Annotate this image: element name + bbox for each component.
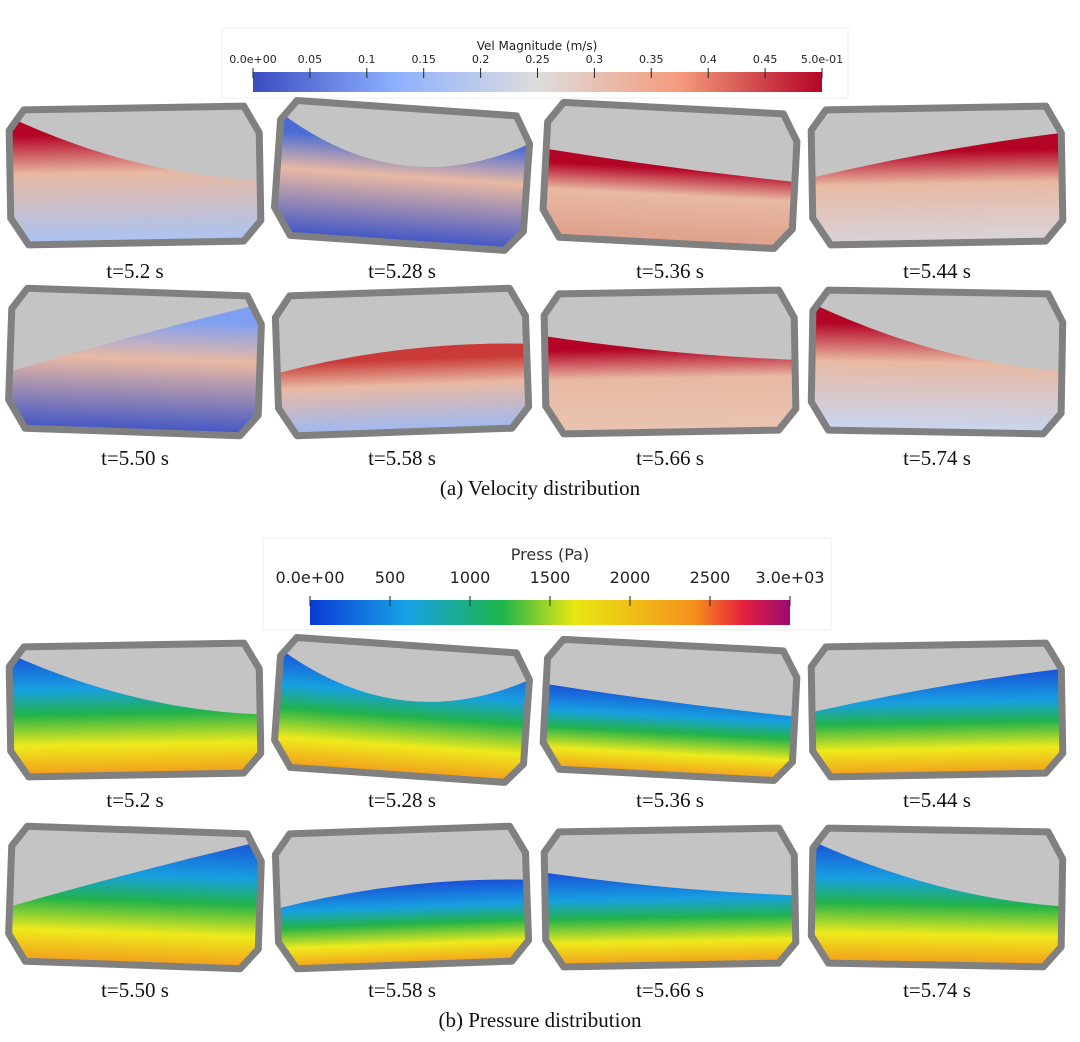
tank-snapshot <box>271 822 533 973</box>
fluid <box>541 148 795 250</box>
tick-label: 5.0e-01 <box>801 53 843 66</box>
time-label: t=5.74 s <box>903 978 971 1002</box>
time-label: t=5.66 s <box>636 446 704 470</box>
tick-label: 1000 <box>450 568 491 587</box>
tank-wall <box>270 96 534 254</box>
tank-wall <box>539 635 801 785</box>
tank-wall <box>5 639 265 781</box>
fluid <box>277 879 530 970</box>
tank-wall <box>271 633 533 786</box>
tank-snapshot <box>271 284 533 440</box>
tank-wall <box>540 824 800 971</box>
tank-snapshot <box>540 286 800 438</box>
tank-wall <box>271 822 533 973</box>
tick-label: 3.0e+03 <box>755 568 824 587</box>
tank-snapshot <box>270 96 534 254</box>
time-label: t=5.74 s <box>903 446 971 470</box>
time-label: t=5.28 s <box>368 788 436 812</box>
time-label: t=5.28 s <box>368 259 436 283</box>
time-label: t=5.44 s <box>903 259 971 283</box>
tick-label: 2500 <box>690 568 731 587</box>
fluid <box>812 668 1064 778</box>
tick-label: 0.15 <box>411 53 436 66</box>
time-label: t=5.50 s <box>101 978 169 1002</box>
time-label: t=5.2 s <box>106 788 163 812</box>
tick-label: 0.2 <box>472 53 490 66</box>
tank-wall <box>807 286 1067 438</box>
colorbar-title: Press (Pa) <box>511 545 589 564</box>
caption: (a) Velocity distribution <box>440 476 641 500</box>
tank-wall <box>5 822 265 973</box>
tank-snapshot <box>271 633 533 786</box>
tank-snapshot <box>807 286 1067 438</box>
tick-label: 0.4 <box>699 53 717 66</box>
time-label: t=5.50 s <box>101 446 169 470</box>
tank-snapshot <box>807 639 1067 781</box>
tick-label: 0.25 <box>525 53 550 66</box>
fluid <box>8 116 262 246</box>
fluid <box>8 653 262 778</box>
colorbar-title: Vel Magnitude (m/s) <box>477 39 598 53</box>
tick-label: 0.0e+00 <box>275 568 344 587</box>
tick-label: 2000 <box>610 568 651 587</box>
time-label: t=5.58 s <box>368 978 436 1002</box>
fluid <box>810 841 1062 968</box>
tank-snapshot <box>5 639 265 781</box>
tank-snapshot <box>539 635 801 785</box>
fluid <box>541 683 795 782</box>
tick-label: 0.05 <box>298 53 323 66</box>
tank-wall <box>5 102 265 249</box>
tank-snapshot <box>5 102 265 249</box>
tick-label: 0.45 <box>753 53 778 66</box>
tank-wall <box>539 98 801 253</box>
fluid <box>272 649 530 784</box>
time-label: t=5.2 s <box>106 259 163 283</box>
time-label: t=5.58 s <box>368 446 436 470</box>
fluid <box>812 132 1064 246</box>
time-label: t=5.44 s <box>903 788 971 812</box>
caption: (b) Pressure distribution <box>439 1008 642 1032</box>
fluid <box>7 303 263 437</box>
tank-wall <box>5 284 265 440</box>
tank-wall <box>807 102 1067 249</box>
tank-snapshot <box>807 102 1067 249</box>
fluid <box>544 336 797 435</box>
tank-snapshot <box>5 822 265 973</box>
time-label: t=5.36 s <box>636 259 704 283</box>
fluid <box>277 343 530 437</box>
tank-snapshot <box>539 98 801 253</box>
fluid <box>272 112 530 252</box>
tank-wall <box>271 284 533 440</box>
tank-snapshot <box>540 824 800 971</box>
tick-label: 0.35 <box>639 53 664 66</box>
fluid <box>810 303 1062 435</box>
tick-label: 0.1 <box>358 53 376 66</box>
colorbar <box>253 72 822 92</box>
tank-wall <box>807 824 1067 971</box>
fluid <box>7 841 263 970</box>
time-label: t=5.66 s <box>636 978 704 1002</box>
tank-snapshot <box>807 824 1067 971</box>
tick-label: 1500 <box>530 568 571 587</box>
tick-label: 0.0e+00 <box>229 53 276 66</box>
tank-snapshot <box>5 284 265 440</box>
tank-wall <box>540 286 800 438</box>
time-label: t=5.36 s <box>636 788 704 812</box>
tick-label: 500 <box>375 568 406 587</box>
tick-label: 0.3 <box>586 53 604 66</box>
fluid <box>544 872 797 968</box>
tank-wall <box>807 639 1067 781</box>
